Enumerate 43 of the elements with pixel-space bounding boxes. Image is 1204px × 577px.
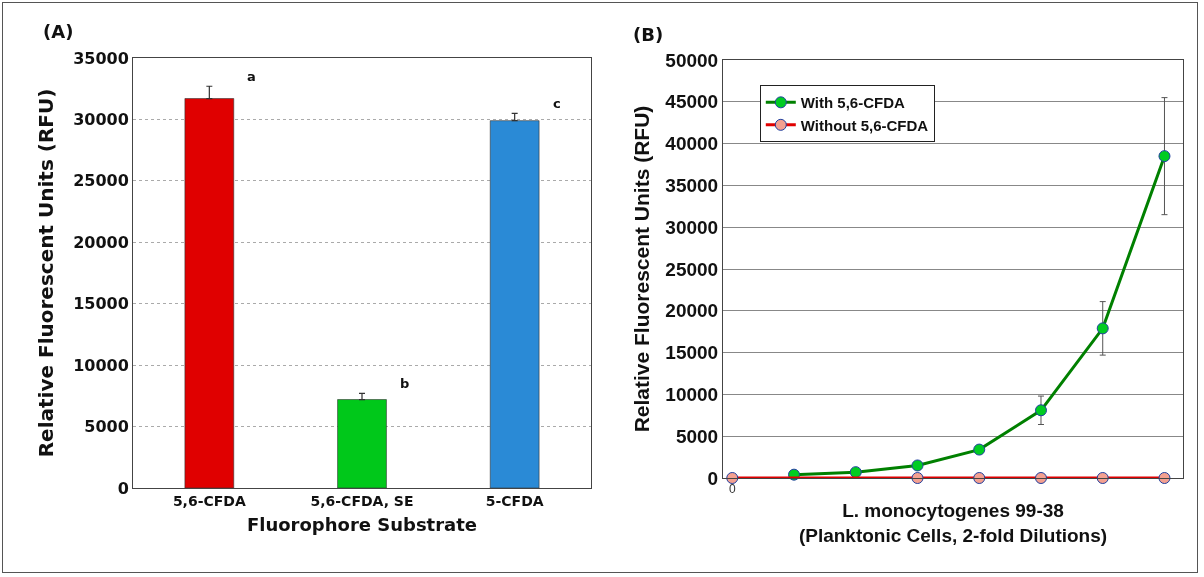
y-tick-label: 50000 xyxy=(665,49,719,71)
point xyxy=(1034,472,1047,484)
y-tick-label: 20000 xyxy=(73,232,129,252)
text: (B) xyxy=(633,24,664,45)
text: (A) xyxy=(43,21,74,42)
annotation: a xyxy=(247,69,256,84)
y-tick-label: 35000 xyxy=(665,175,719,197)
y-tick-label: 40000 xyxy=(665,133,719,155)
annotation: c xyxy=(553,96,561,111)
y-tick-label: 15000 xyxy=(73,294,129,314)
y-tick-label: 30000 xyxy=(73,110,129,130)
point xyxy=(1158,472,1171,484)
y-tick-label: 30000 xyxy=(665,216,719,238)
annotation: b xyxy=(400,376,410,391)
point xyxy=(1034,404,1047,417)
point xyxy=(911,459,924,472)
point xyxy=(1096,322,1109,335)
y-tick-label: 45000 xyxy=(665,91,719,113)
legend-label: Without 5,6-CFDA xyxy=(800,116,929,134)
y-tick-label: 5000 xyxy=(84,417,129,437)
y-tick-label: 25000 xyxy=(73,171,129,191)
x-tick-label: 5-CFDA xyxy=(485,492,544,509)
x-tick-label: 5,6-CFDA, SE xyxy=(310,492,414,509)
y-tick-label: 10000 xyxy=(665,384,719,406)
point xyxy=(911,472,924,484)
x-axis-title: L. monocytogenes 99-38 (Planktonic Cells, 2-fold Dilutions) xyxy=(798,500,1108,546)
legend-label: With 5,6-CFDA xyxy=(800,94,905,112)
y-tick-label: 0 xyxy=(707,467,719,489)
x-tick-label: 5,6-CFDA xyxy=(172,492,246,509)
y-axis-title: Relative Fluorescent Units (RFU) xyxy=(629,105,653,433)
y-tick-label: 10000 xyxy=(73,355,129,375)
y-tick-label: 25000 xyxy=(665,258,719,280)
point xyxy=(973,443,986,456)
y-tick-label: 5000 xyxy=(675,425,719,447)
y-tick-label: 20000 xyxy=(665,300,719,322)
point xyxy=(973,472,986,484)
y-tick-label: 15000 xyxy=(665,342,719,364)
y-axis-title: Relative Fluorescent Units (RFU) xyxy=(33,88,58,458)
point xyxy=(1096,472,1109,484)
y-tick-label: 35000 xyxy=(73,48,129,68)
point xyxy=(1158,150,1171,163)
x-axis-title: Fluorophore Substrate xyxy=(246,513,478,535)
point xyxy=(726,472,739,484)
